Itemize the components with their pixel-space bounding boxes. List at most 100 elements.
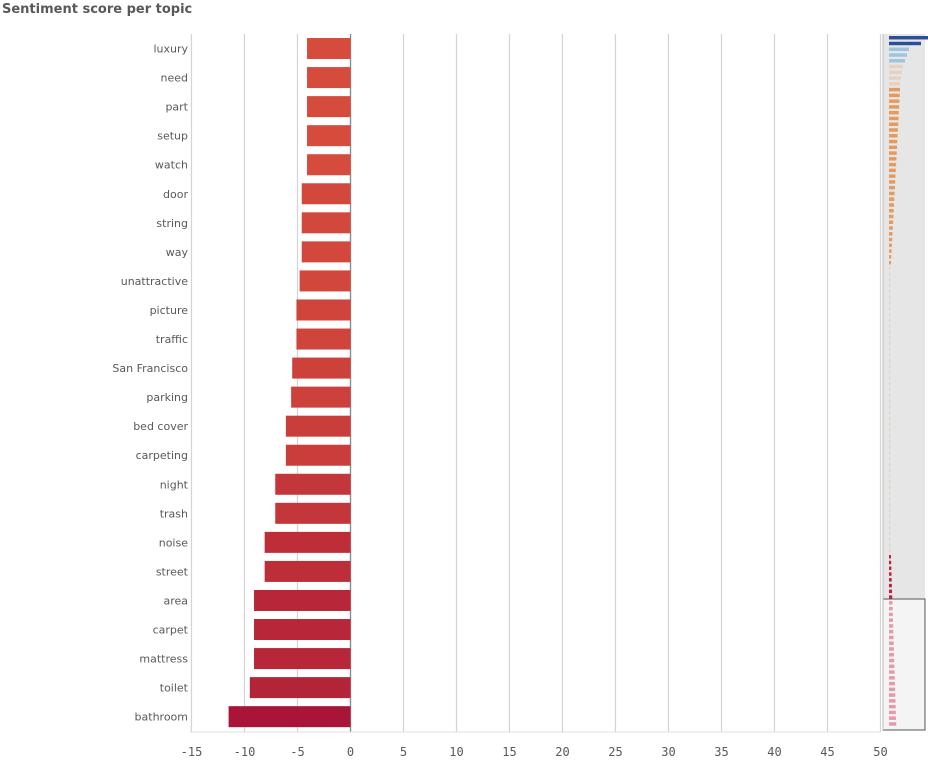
overview-bar [889,185,895,190]
overview-bar [889,168,896,173]
overview-bar [889,439,891,444]
category-label: San Francisco [112,362,188,375]
overview-bar [889,422,891,426]
overview-bar [889,410,891,415]
overview-bar [889,364,891,369]
overview-bar [889,497,891,501]
x-tick-label: 40 [767,745,781,759]
bar[interactable] [301,183,351,205]
overview-bar [889,47,909,51]
overview-bar [889,572,892,576]
category-label: door [163,188,188,201]
bar[interactable] [307,154,351,176]
overview-bar [889,485,891,490]
overview-bar [889,220,894,224]
gridlines [190,34,882,733]
overview-bar [889,139,898,144]
category-label: carpeting [136,449,188,462]
overview-bar [889,358,891,363]
bar[interactable] [264,531,351,553]
category-label: string [156,217,188,230]
overview-bar [889,76,901,80]
x-tick-label: 20 [555,745,569,759]
bar[interactable] [285,415,351,437]
overview-bar [889,560,892,565]
bar[interactable] [307,125,351,147]
overview-bar [889,36,928,40]
overview-bar [889,549,891,553]
overview-bar [889,451,891,455]
overview-bar [889,330,891,334]
bar[interactable] [307,67,351,89]
category-label: area [163,594,188,607]
category-label: toilet [160,682,189,695]
overview-bar [889,145,897,150]
overview-bar [889,531,891,536]
overview-bar [889,191,895,196]
bar[interactable] [307,96,351,118]
bar[interactable] [291,386,351,408]
x-tick-label: 25 [608,745,622,759]
x-tick-label: -10 [234,745,256,759]
bar[interactable] [264,560,351,582]
overview-bar [889,226,893,230]
overview-bar [889,456,891,461]
overview-bar [889,474,891,478]
category-label: carpet [153,624,189,637]
x-tick-label: 15 [502,745,516,759]
overview-selection-window[interactable] [882,598,926,731]
overview-bar [889,82,900,86]
overview-bar [889,595,893,599]
overview-bar [889,583,892,588]
overview-bar [889,295,891,299]
bar[interactable] [249,677,351,699]
category-label: way [166,246,189,259]
category-label: trash [160,507,188,520]
overview-bar [889,537,891,542]
overview-bar [889,416,891,421]
overview-bar [889,87,900,92]
overview-bar [889,289,891,294]
overview-bar [889,122,899,126]
x-tick-label: 0 [347,745,354,759]
bar[interactable] [254,648,351,670]
bar[interactable] [285,444,351,466]
bar[interactable] [275,502,351,524]
overview-bar [889,162,897,167]
overview-bar [889,589,893,594]
bar[interactable] [307,38,351,60]
bar[interactable] [296,328,351,350]
bars[interactable] [228,38,351,728]
overview-bar [889,260,891,265]
overview-bar [889,405,891,409]
bar[interactable] [275,473,351,495]
overview-bar [889,526,891,530]
overview-bar [889,237,893,242]
overview-bar [889,134,898,138]
overview-bar [889,197,895,201]
overview-bar [889,255,892,259]
overview-bar [889,272,891,276]
overview-bar [889,347,891,351]
bar[interactable] [299,270,351,292]
overview-bar [889,214,894,219]
overview-bar [889,491,891,496]
x-tick-label: 30 [661,745,675,759]
category-label: bed cover [133,420,188,433]
overview-bar [889,180,896,184]
category-label: mattress [139,653,188,666]
overview-bar [889,209,894,213]
category-label: noise [159,536,188,549]
overview-bar [889,370,891,374]
overview-bar [889,278,891,282]
bar[interactable] [292,357,351,379]
bar[interactable] [254,619,351,641]
bar[interactable] [301,241,351,263]
bar[interactable] [301,212,351,234]
category-label: watch [155,159,188,172]
bar[interactable] [296,299,351,321]
overview-minichart[interactable] [882,34,928,731]
bar[interactable] [228,706,351,728]
bar[interactable] [254,589,351,611]
